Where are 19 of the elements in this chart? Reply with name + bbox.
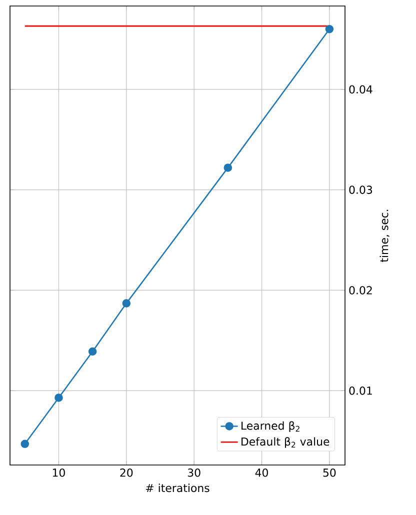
y-axis-title: time, sec. [380,210,390,262]
point [224,164,232,172]
x-tick-label: 20 [120,468,133,477]
legend-label: Default β$_{2}$ value [242,437,330,448]
y-tick-label: 0.01 [349,386,372,395]
point [54,394,63,402]
y-tick-label: 0.03 [349,186,372,194]
point [122,299,131,308]
point [20,440,30,448]
y-tick-label: 0.04 [349,85,372,94]
legend-label: Learned β$_{2}$ [242,421,300,432]
x-tick-label: 10 [52,468,65,477]
y-tick-label: 0.02 [349,286,372,294]
point [88,347,97,356]
x-tick-label: 40 [255,468,268,477]
x-tick-label: 50 [323,468,336,477]
x-axis-title: # iterations [146,484,210,492]
point [325,24,334,34]
x-tick-label: 30 [188,468,200,477]
